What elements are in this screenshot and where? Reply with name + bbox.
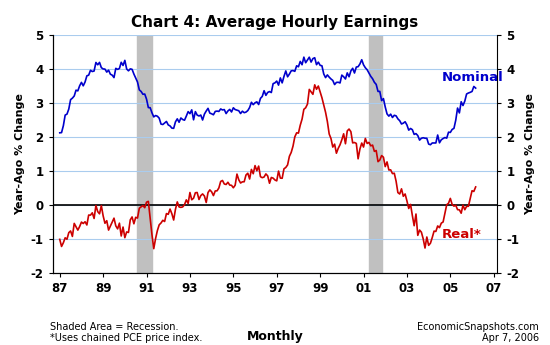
Text: EconomicSnapshots.com
Apr 7, 2006: EconomicSnapshots.com Apr 7, 2006 (417, 322, 539, 343)
Bar (138, 35, 152, 274)
Y-axis label: Year-Ago % Change: Year-Ago % Change (525, 93, 535, 215)
Y-axis label: Year-Ago % Change: Year-Ago % Change (15, 93, 25, 215)
Text: Monthly: Monthly (246, 330, 304, 343)
Text: Nominal: Nominal (442, 71, 503, 85)
Title: Chart 4: Average Hourly Earnings: Chart 4: Average Hourly Earnings (131, 15, 419, 30)
Text: Shaded Area = Recession.
*Uses chained PCE price index.: Shaded Area = Recession. *Uses chained P… (50, 322, 202, 343)
Text: Real*: Real* (442, 228, 481, 241)
Bar (369, 35, 382, 274)
